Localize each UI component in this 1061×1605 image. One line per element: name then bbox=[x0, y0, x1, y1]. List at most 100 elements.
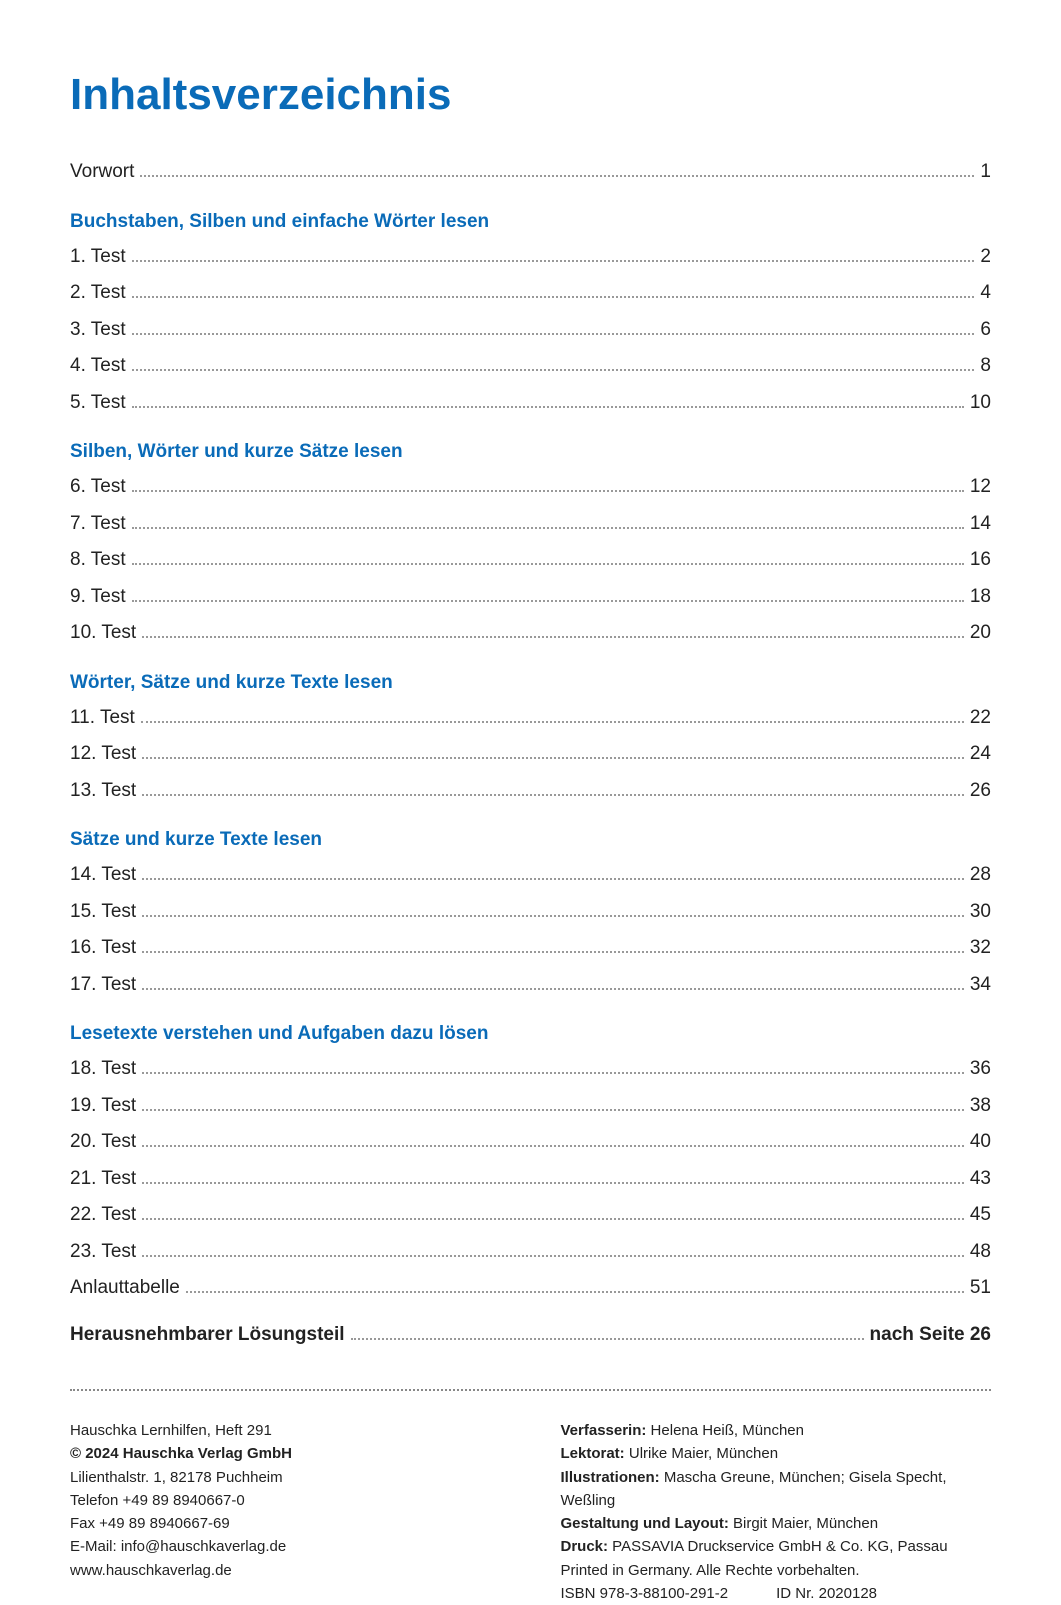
toc-section-heading: Buchstaben, Silben und einfache Wörter l… bbox=[70, 211, 991, 233]
toc-page-number: 51 bbox=[970, 1274, 991, 1303]
toc-row: 4. Test 8 bbox=[70, 352, 991, 381]
toc-row: 22. Test 45 bbox=[70, 1201, 991, 1230]
toc-row: 15. Test 30 bbox=[70, 898, 991, 927]
toc-page-number: 22 bbox=[970, 704, 991, 733]
toc-label: 23. Test bbox=[70, 1238, 136, 1267]
toc-row: Anlauttabelle 51 bbox=[70, 1274, 991, 1303]
toc-row: 1. Test2 bbox=[70, 243, 991, 272]
footer-line: E-Mail: info@hauschkaverlag.de bbox=[70, 1535, 501, 1558]
toc-page-number: 30 bbox=[970, 898, 991, 927]
toc-leader-dots bbox=[142, 794, 964, 796]
toc-page-number: 10 bbox=[970, 389, 991, 418]
footer-line: Lilienthalstr. 1, 82178 Puchheim bbox=[70, 1466, 501, 1489]
toc-label: 3. Test bbox=[70, 316, 126, 345]
toc-row: 7. Test14 bbox=[70, 510, 991, 539]
toc-section-heading: Sätze und kurze Texte lesen bbox=[70, 829, 991, 851]
toc-leader-dots bbox=[140, 175, 974, 177]
toc-label: 4. Test bbox=[70, 352, 126, 381]
footer-line: ISBN 978-3-88100-291-2ID Nr. 2020128 bbox=[561, 1582, 992, 1605]
footer-right: Verfasserin: Helena Heiß, München Lektor… bbox=[561, 1419, 992, 1605]
divider bbox=[70, 1389, 991, 1391]
toc-leader-dots bbox=[186, 1291, 964, 1293]
table-of-contents: Vorwort1 Buchstaben, Silben und einfache … bbox=[70, 158, 991, 1349]
toc-page-number: 8 bbox=[980, 352, 991, 381]
toc-row: 8. Test16 bbox=[70, 546, 991, 575]
toc-leader-dots bbox=[142, 915, 964, 917]
toc-row: 23. Test 48 bbox=[70, 1238, 991, 1267]
page-title: Inhaltsverzeichnis bbox=[70, 70, 991, 120]
toc-label: 15. Test bbox=[70, 898, 136, 927]
toc-page-number: 48 bbox=[970, 1238, 991, 1267]
toc-label: Vorwort bbox=[70, 158, 134, 187]
toc-label: 2. Test bbox=[70, 279, 126, 308]
toc-page-number: 40 bbox=[970, 1128, 991, 1157]
toc-page-number: 45 bbox=[970, 1201, 991, 1230]
toc-label: 14. Test bbox=[70, 861, 136, 890]
toc-row: 2. Test4 bbox=[70, 279, 991, 308]
toc-page-number: 16 bbox=[970, 546, 991, 575]
toc-label: 22. Test bbox=[70, 1201, 136, 1230]
toc-leader-dots bbox=[132, 333, 975, 335]
toc-label: 11. Test bbox=[70, 704, 135, 733]
toc-label: 12. Test bbox=[70, 740, 136, 769]
toc-leader-dots bbox=[142, 1145, 964, 1147]
toc-leader-dots bbox=[142, 988, 964, 990]
footer-line: Fax +49 89 8940667-69 bbox=[70, 1512, 501, 1535]
toc-leader-dots bbox=[142, 1218, 964, 1220]
toc-leader-dots bbox=[142, 878, 964, 880]
toc-row: Herausnehmbarer Lösungsteilnach Seite 26 bbox=[70, 1321, 991, 1350]
toc-row: 18. Test36 bbox=[70, 1055, 991, 1084]
toc-page-number: 2 bbox=[980, 243, 991, 272]
toc-leader-dots bbox=[351, 1338, 864, 1340]
toc-leader-dots bbox=[142, 636, 964, 638]
toc-leader-dots bbox=[132, 406, 964, 408]
toc-row: 19. Test 38 bbox=[70, 1092, 991, 1121]
toc-label: 9. Test bbox=[70, 583, 126, 612]
toc-row: Vorwort1 bbox=[70, 158, 991, 187]
toc-label: 18. Test bbox=[70, 1055, 136, 1084]
toc-leader-dots bbox=[142, 1182, 964, 1184]
toc-label: 19. Test bbox=[70, 1092, 136, 1121]
toc-label: 5. Test bbox=[70, 389, 126, 418]
toc-row: 5. Test 10 bbox=[70, 389, 991, 418]
toc-row: 14. Test 28 bbox=[70, 861, 991, 890]
footer-line: © 2024 Hauschka Verlag GmbH bbox=[70, 1442, 501, 1465]
toc-label: 6. Test bbox=[70, 473, 126, 502]
toc-leader-dots bbox=[132, 369, 975, 371]
toc-label: Herausnehmbarer Lösungsteil bbox=[70, 1321, 345, 1350]
footer-line: Verfasserin: Helena Heiß, München bbox=[561, 1419, 992, 1442]
toc-leader-dots bbox=[141, 721, 964, 723]
footer-line: Telefon +49 89 8940667-0 bbox=[70, 1489, 501, 1512]
toc-label: 20. Test bbox=[70, 1128, 136, 1157]
toc-page-number: 24 bbox=[970, 740, 991, 769]
toc-leader-dots bbox=[142, 757, 964, 759]
toc-leader-dots bbox=[132, 563, 964, 565]
toc-leader-dots bbox=[142, 1255, 964, 1257]
toc-row: 10. Test20 bbox=[70, 619, 991, 648]
toc-leader-dots bbox=[132, 296, 975, 298]
toc-page-number: 28 bbox=[970, 861, 991, 890]
toc-page-number: 38 bbox=[970, 1092, 991, 1121]
footer-line: Illustrationen: Mascha Greune, München; … bbox=[561, 1466, 992, 1513]
toc-page-number: 26 bbox=[970, 777, 991, 806]
footer-line: Hauschka Lernhilfen, Heft 291 bbox=[70, 1419, 501, 1442]
toc-section-heading: Silben, Wörter und kurze Sätze lesen bbox=[70, 441, 991, 463]
toc-page-number: 43 bbox=[970, 1165, 991, 1194]
toc-row: 16. Test32 bbox=[70, 934, 991, 963]
toc-row: 17. Test 34 bbox=[70, 971, 991, 1000]
footer-line: Gestaltung und Layout: Birgit Maier, Mün… bbox=[561, 1512, 992, 1535]
toc-label: 17. Test bbox=[70, 971, 136, 1000]
toc-leader-dots bbox=[132, 527, 964, 529]
toc-leader-dots bbox=[132, 490, 964, 492]
toc-page-number: 12 bbox=[970, 473, 991, 502]
toc-section-heading: Lesetexte verstehen und Aufgaben dazu lö… bbox=[70, 1023, 991, 1045]
toc-label: 7. Test bbox=[70, 510, 126, 539]
footer-line: Printed in Germany. Alle Rechte vorbehal… bbox=[561, 1559, 992, 1582]
toc-page-number: 34 bbox=[970, 971, 991, 1000]
toc-row: 13. Test26 bbox=[70, 777, 991, 806]
toc-label: Anlauttabelle bbox=[70, 1274, 180, 1303]
toc-leader-dots bbox=[142, 951, 964, 953]
footer-line: www.hauschkaverlag.de bbox=[70, 1559, 501, 1582]
toc-page-number: 20 bbox=[970, 619, 991, 648]
toc-page-number: 32 bbox=[970, 934, 991, 963]
